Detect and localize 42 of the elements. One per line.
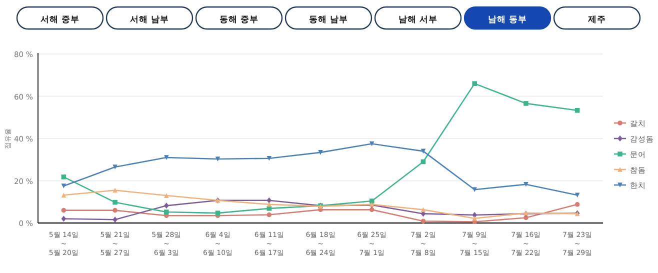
point <box>61 216 66 222</box>
tab-button: 남해 서부 <box>374 6 462 30</box>
point <box>369 141 374 146</box>
point <box>164 202 169 209</box>
point <box>61 184 66 188</box>
point <box>266 202 272 207</box>
point <box>215 156 220 162</box>
point <box>420 218 426 224</box>
tab-button: 제주 <box>553 6 641 30</box>
tab-button: 서해 남부 <box>106 6 194 30</box>
point <box>61 192 66 198</box>
point <box>61 174 66 180</box>
point <box>472 212 477 218</box>
point <box>164 155 169 160</box>
point <box>472 81 477 86</box>
point <box>472 216 477 221</box>
point <box>574 202 580 207</box>
point <box>369 198 374 204</box>
tab-button: 서해 중부 <box>16 6 104 30</box>
tab-button: 남해 동부 <box>464 6 552 30</box>
point <box>61 208 66 213</box>
point <box>266 197 272 204</box>
point <box>112 216 118 223</box>
point <box>215 210 220 216</box>
point <box>164 210 169 214</box>
point <box>420 207 426 212</box>
tab-button: 동해 남부 <box>284 6 372 30</box>
point <box>524 182 528 187</box>
point <box>112 208 118 213</box>
point <box>112 164 118 170</box>
point <box>318 150 323 155</box>
tab-button: 동해 중부 <box>195 6 283 30</box>
point <box>266 212 272 218</box>
point <box>472 187 477 192</box>
point <box>164 193 169 198</box>
point <box>574 192 580 198</box>
point <box>112 200 118 205</box>
point <box>524 215 528 220</box>
point <box>369 207 374 212</box>
point <box>266 156 272 161</box>
point <box>574 108 580 113</box>
point <box>524 101 528 106</box>
